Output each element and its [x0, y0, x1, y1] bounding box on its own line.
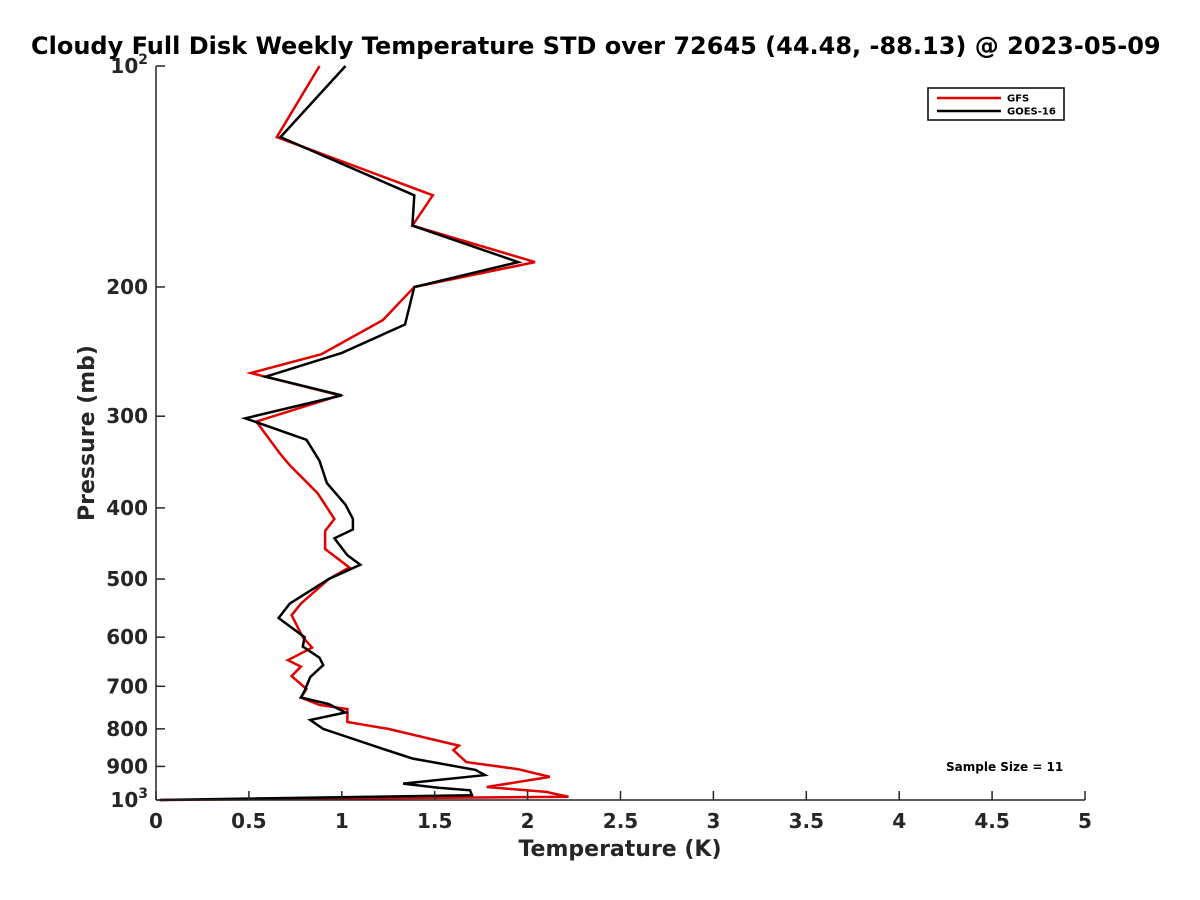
y-tick-label: 102 — [110, 52, 148, 78]
x-tick-label: 1 — [335, 809, 349, 833]
series-layer — [159, 65, 569, 802]
chart-title: Cloudy Full Disk Weekly Temperature STD … — [31, 32, 1161, 60]
sample-size-annotation: Sample Size = 11 — [946, 760, 1063, 774]
y-tick-label: 300 — [106, 404, 148, 428]
y-tick-label: 800 — [106, 717, 148, 741]
y-axis-ticks: 102 200 300 400 500 600 700 800 900 103 — [106, 52, 165, 812]
series-line-gfs — [159, 65, 569, 802]
y-tick-label: 600 — [106, 625, 148, 649]
y-tick-label: 200 — [106, 275, 148, 299]
y-tick-label: 500 — [106, 567, 148, 591]
plot-area — [156, 66, 1085, 800]
y-tick-label: 400 — [106, 496, 148, 520]
x-tick-label: 3.5 — [789, 809, 824, 833]
legend-entries: GFS GOES-16 — [937, 94, 1056, 118]
y-tick-label: 700 — [106, 674, 148, 698]
x-tick-label: 4.5 — [974, 809, 1009, 833]
x-tick-label: 4 — [892, 809, 906, 833]
x-tick-label: 1.5 — [417, 809, 452, 833]
legend-label: GFS — [1007, 94, 1029, 105]
x-tick-label: 5 — [1078, 809, 1092, 833]
legend: GFS GOES-16 — [927, 87, 1065, 121]
x-tick-label: 0 — [149, 809, 163, 833]
x-axis-ticks: 0 0.5 1 1.5 2 2.5 3 3.5 4 4.5 5 — [149, 791, 1092, 833]
x-axis-label: Temperature (K) — [518, 837, 721, 862]
legend-label: GOES-16 — [1007, 107, 1056, 118]
y-axis-label: Pressure (mb) — [75, 345, 100, 521]
y-tick-label: 103 — [110, 786, 148, 812]
x-tick-label: 0.5 — [231, 809, 266, 833]
x-tick-label: 3 — [706, 809, 720, 833]
y-tick-label: 900 — [106, 754, 148, 778]
x-tick-label: 2 — [521, 809, 535, 833]
series-line-goes-16 — [159, 65, 523, 802]
legend-box — [927, 87, 1065, 121]
x-tick-label: 2.5 — [603, 809, 638, 833]
